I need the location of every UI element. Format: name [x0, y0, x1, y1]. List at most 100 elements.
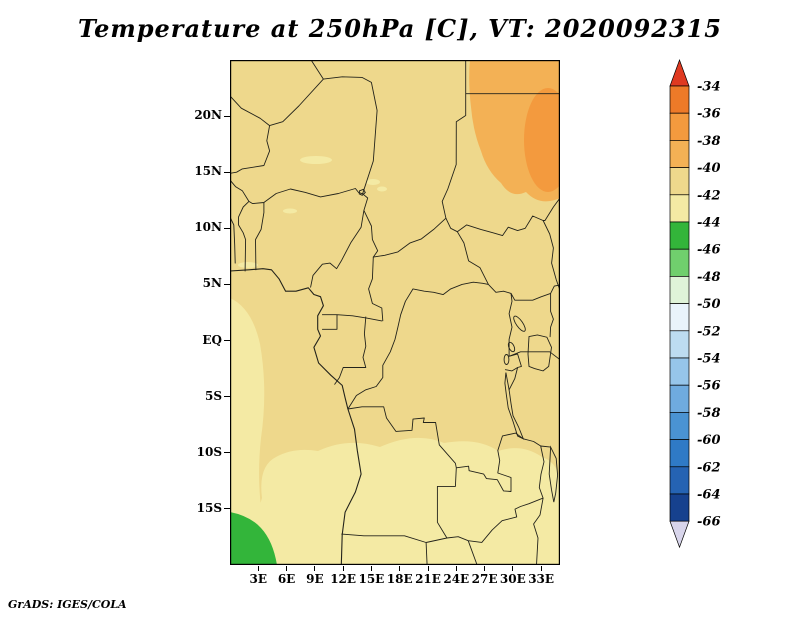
colorbar-tick-label: -62: [697, 460, 721, 475]
temp-shading-south-light: [255, 437, 560, 565]
colorbar-segment: [669, 167, 690, 196]
colorbar-segment: [669, 330, 690, 359]
lat-tick-label: 15N: [194, 164, 222, 179]
lat-tick-label: 5S: [204, 388, 222, 403]
borders-east: [504, 284, 560, 391]
light-speckle: [366, 179, 380, 185]
colorbar-tick-label: -54: [697, 352, 721, 367]
lake-edward: [507, 341, 516, 353]
lon-tick-mark: [455, 566, 457, 571]
colorbar-tick-label: -46: [697, 243, 721, 258]
temp-shading-light-speckles: [238, 156, 387, 268]
colorbar-tick-label: -40: [697, 161, 721, 176]
borders-central: [321, 197, 560, 410]
lat-tick-mark: [224, 283, 230, 285]
lake-albert: [513, 315, 526, 332]
colorbar-segment: [669, 85, 690, 114]
colorbar-segment: [669, 140, 690, 168]
lon-tick-mark: [512, 566, 514, 571]
lat-tick-label: EQ: [202, 332, 222, 347]
map-frame: [230, 60, 560, 565]
colorbar-tick-label: -60: [697, 433, 721, 448]
colorbar-segment: [669, 466, 690, 495]
colorbar-tick-label: -50: [697, 297, 721, 312]
colorbar-legend: -34 -36 -38 -40 -42 -44 -46 -48 -50 -52 -54 -56 -58 -…: [669, 58, 721, 549]
lon-tick-label: 3E: [249, 572, 268, 586]
colorbar-top-arrow: [669, 58, 690, 87]
lon-tick-label: 6E: [277, 572, 296, 586]
borders-north: [230, 60, 560, 288]
map-plot: [230, 60, 560, 565]
lat-tick-label: 15S: [196, 500, 222, 515]
colorbar-segment: [669, 276, 690, 304]
colorbar-segment: [669, 384, 690, 413]
lon-tick-label: 30E: [499, 572, 526, 586]
light-speckle: [283, 208, 297, 214]
lon-tick-label: 33E: [528, 572, 555, 586]
light-speckle: [300, 156, 332, 164]
colorbar-tick-label: -36: [697, 107, 721, 122]
light-speckle: [377, 186, 387, 192]
colorbar-tick-label: -66: [697, 515, 721, 530]
lon-tick-mark: [540, 566, 542, 571]
lon-tick-mark: [286, 566, 288, 571]
lon-tick-label: 15E: [358, 572, 385, 586]
colorbar-bottom-arrow: [669, 520, 690, 549]
colorbar-tick-label: -42: [697, 188, 721, 203]
lon-tick-mark: [257, 566, 259, 571]
temp-shading-ne-orange-core: [524, 88, 560, 192]
lakes: [358, 188, 559, 503]
lat-tick-mark: [224, 227, 230, 229]
coastline: [230, 268, 362, 565]
colorbar-tick-label: -48: [697, 270, 721, 285]
colorbar-tick-label: -64: [697, 488, 721, 503]
temp-shading-southwest-green: [230, 512, 277, 565]
grads-credit: GrADS: IGES/COLA: [8, 598, 127, 611]
temp-shading-ocean-light: [230, 298, 266, 565]
lat-tick-mark: [224, 340, 230, 342]
colorbar-segment: [669, 412, 690, 440]
lon-tick-label: 21E: [415, 572, 441, 586]
lat-tick-mark: [224, 396, 230, 398]
borders-south: [341, 406, 552, 565]
colorbar-segment: [669, 221, 690, 250]
lake-kivu: [503, 354, 510, 365]
lat-tick-label: 20N: [194, 108, 222, 123]
lat-tick-mark: [224, 452, 230, 454]
lon-tick-mark: [427, 566, 429, 571]
plot-title: Temperature at 250hPa [C], VT: 202009231…: [77, 14, 723, 43]
lat-tick-mark: [224, 508, 230, 510]
lon-tick-mark: [370, 566, 372, 571]
lon-tick-mark: [314, 566, 316, 571]
lat-tick-label: 10S: [196, 444, 222, 459]
colorbar-segment: [669, 248, 690, 277]
lat-tick-label: 10N: [194, 220, 222, 235]
lon-tick-mark: [484, 566, 486, 571]
lon-tick-label: 24E: [443, 572, 470, 586]
lon-tick-mark: [342, 566, 344, 571]
colorbar-segment: [669, 439, 690, 468]
light-speckle: [238, 262, 258, 268]
country-borders: [230, 60, 560, 565]
colorbar-tick-label: -58: [697, 406, 721, 421]
colorbar-segment: [669, 357, 690, 386]
lat-tick-label: 5N: [202, 276, 222, 291]
colorbar-segment: [669, 303, 690, 332]
lon-tick-label: 18E: [386, 572, 413, 586]
lat-tick-mark: [224, 115, 230, 117]
lon-tick-label: 12E: [330, 572, 357, 586]
colorbar-tick-label: -52: [697, 324, 721, 339]
colorbar-tick-label: -56: [697, 379, 721, 394]
colorbar-segment: [669, 493, 690, 522]
colorbar-tick-label: -38: [697, 134, 721, 149]
lat-tick-mark: [224, 171, 230, 173]
colorbar-segment: [669, 112, 690, 141]
lon-tick-label: 9E: [306, 572, 324, 586]
lon-tick-label: 27E: [471, 572, 498, 586]
lake-outlines: [358, 188, 559, 503]
colorbar-tick-label: -34: [697, 80, 721, 95]
colorbar-tick-label: -44: [697, 216, 721, 231]
colorbar-segment: [669, 194, 690, 223]
lon-tick-mark: [399, 566, 401, 571]
